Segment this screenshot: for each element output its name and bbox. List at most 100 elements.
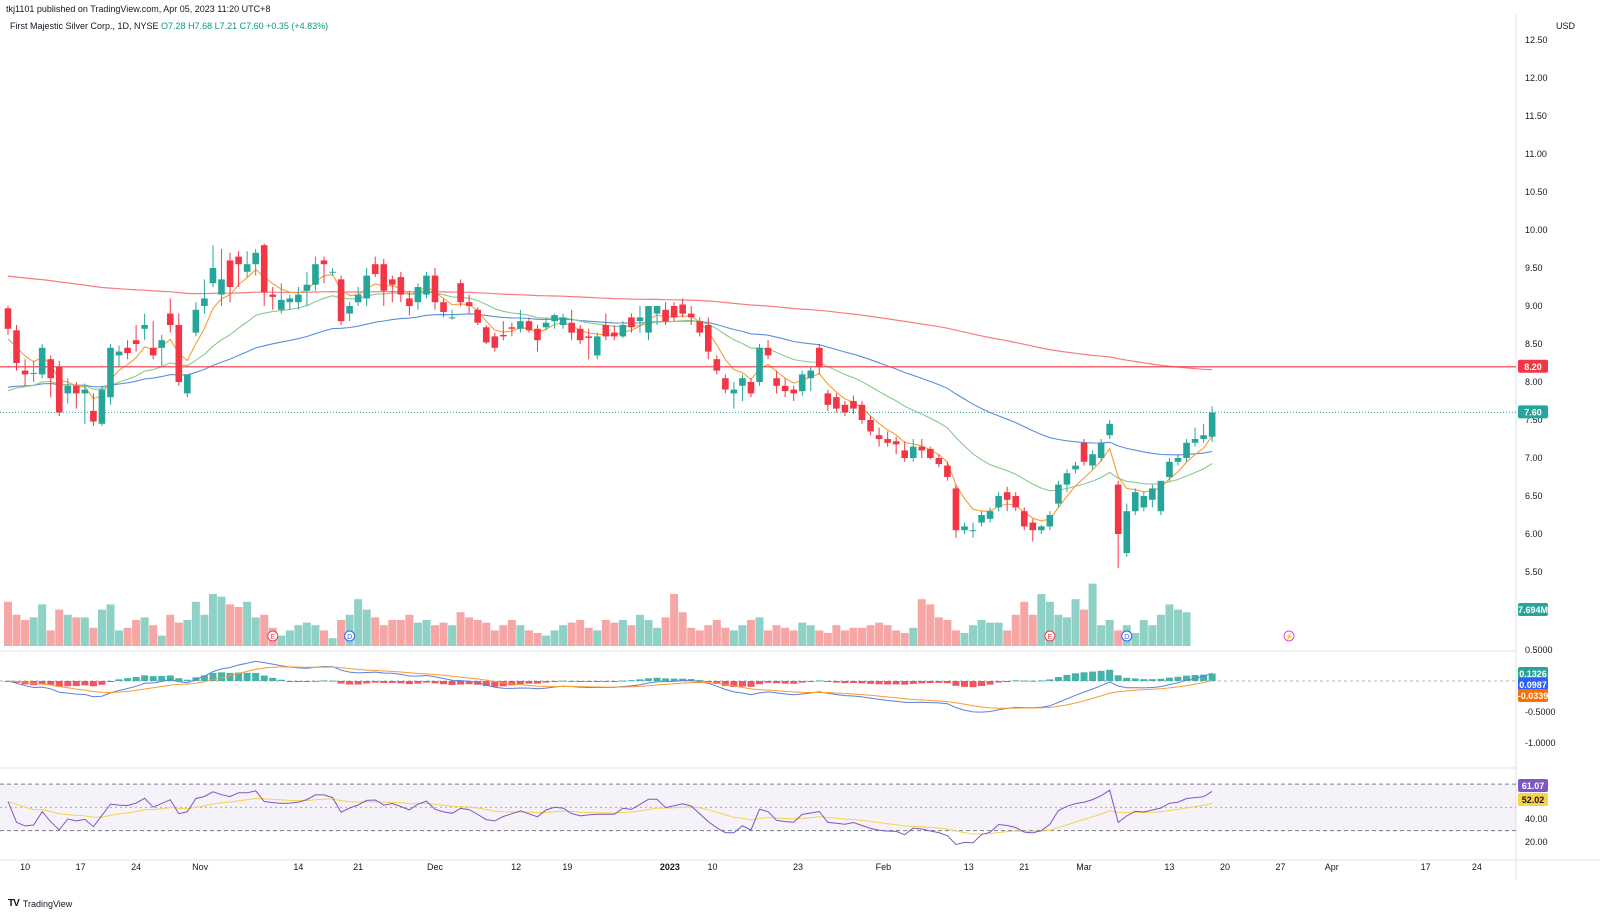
macd-hist-bar	[1208, 673, 1216, 681]
volume-bar	[567, 622, 576, 646]
candle	[13, 330, 20, 363]
volume-bar	[328, 638, 337, 646]
candle	[1174, 458, 1182, 462]
volume-bar	[951, 630, 960, 646]
volume-bar	[21, 620, 30, 646]
volume-bar	[38, 604, 47, 646]
candle	[312, 264, 319, 285]
candle	[867, 420, 874, 432]
candle	[807, 370, 815, 379]
candle	[986, 511, 994, 519]
macd-hist-bar	[1089, 671, 1097, 681]
volume-bar	[217, 596, 226, 646]
candle	[662, 309, 669, 322]
volume-bar	[439, 622, 448, 646]
macd-hist-bar	[183, 679, 191, 681]
macd-hist-bar	[286, 681, 294, 682]
macd-hist-bar	[303, 681, 311, 682]
volume-bar	[294, 625, 303, 646]
macd-hist-bar	[593, 681, 601, 682]
macd-hist-bar	[98, 681, 106, 685]
volume-bar	[63, 614, 72, 646]
macd-hist-bar	[218, 672, 225, 681]
volume-bar	[815, 630, 824, 646]
candle	[192, 309, 200, 333]
macd-hist-bar	[1072, 673, 1079, 681]
volume-bar	[840, 630, 849, 646]
candle	[81, 389, 89, 394]
macd-hist-bar	[482, 681, 490, 686]
candle	[440, 302, 447, 313]
macd-hist-bar	[1020, 680, 1028, 682]
macd-hist-bar	[422, 681, 430, 683]
volume-bar	[900, 633, 909, 646]
macd-hist-bar	[790, 681, 798, 684]
macd-hist-bar	[141, 675, 149, 681]
x-tick-label: 14	[293, 862, 303, 872]
rsi-ma-line	[7, 797, 1213, 835]
volume-bar	[533, 633, 542, 646]
volume-bar	[183, 620, 192, 646]
macd-hist-bar	[627, 680, 635, 682]
candle	[798, 374, 806, 392]
x-tick-label: 21	[353, 862, 363, 872]
candle	[747, 382, 755, 394]
macd-hist-bar	[311, 680, 319, 682]
rsi-tick-label: 40.00	[1525, 814, 1548, 824]
volume-bar	[311, 625, 320, 646]
macd-hist-bar	[380, 681, 388, 684]
x-tick-label: 13	[964, 862, 974, 872]
macd-hist-bar	[106, 681, 114, 682]
footer-brand[interactable]: TV TradingView	[8, 898, 72, 909]
macd-hist-bar	[849, 681, 857, 684]
candle	[286, 298, 294, 303]
volume-bar	[1156, 614, 1165, 646]
macd-hist-bar	[269, 677, 277, 681]
event-marker-label: D	[347, 634, 352, 641]
macd-hist-bar	[926, 681, 934, 684]
macd-hist-bar	[354, 681, 362, 685]
candle	[423, 275, 430, 295]
event-marker-icon	[344, 630, 356, 642]
x-tick-label: 17	[76, 862, 86, 872]
volume-bar	[354, 599, 363, 646]
candle	[927, 448, 934, 458]
candle	[1157, 480, 1165, 512]
macd-hist-bar	[1140, 679, 1148, 681]
candle	[1038, 526, 1045, 531]
macd-hist-bar	[653, 677, 661, 681]
volume-bar	[798, 622, 807, 646]
macd-hist-bar	[841, 681, 849, 684]
macd-hist-bar	[499, 681, 507, 687]
candle	[611, 332, 618, 337]
macd-hist-bar	[875, 681, 883, 685]
macd-hist-bar	[679, 678, 687, 681]
y-tick-label: 8.50	[1525, 339, 1543, 349]
volume-bar	[892, 630, 901, 646]
macd-hist-bar	[72, 681, 80, 687]
candle	[209, 268, 217, 284]
volume-bar	[1173, 609, 1182, 646]
volume-bar	[29, 617, 38, 646]
signal-line	[7, 666, 1213, 709]
candle	[517, 321, 524, 329]
volume-bar	[1062, 617, 1071, 646]
candle	[158, 340, 166, 348]
event-marker-icon	[1044, 630, 1056, 642]
candle	[166, 313, 174, 325]
ema-mid-line	[7, 291, 1213, 492]
candle	[73, 385, 80, 394]
volume-bar	[653, 627, 662, 646]
y-tick-label: 12.50	[1525, 35, 1548, 45]
candle	[576, 328, 584, 341]
macd-hist-bar	[815, 680, 823, 682]
candle	[132, 340, 140, 344]
candle	[636, 317, 644, 322]
volume-bar	[704, 625, 713, 646]
volume-bar	[866, 625, 875, 646]
macd-hist-bar	[798, 681, 806, 683]
macd-hist-bar	[892, 681, 900, 685]
candle	[380, 264, 388, 291]
volume-bar	[208, 594, 217, 646]
